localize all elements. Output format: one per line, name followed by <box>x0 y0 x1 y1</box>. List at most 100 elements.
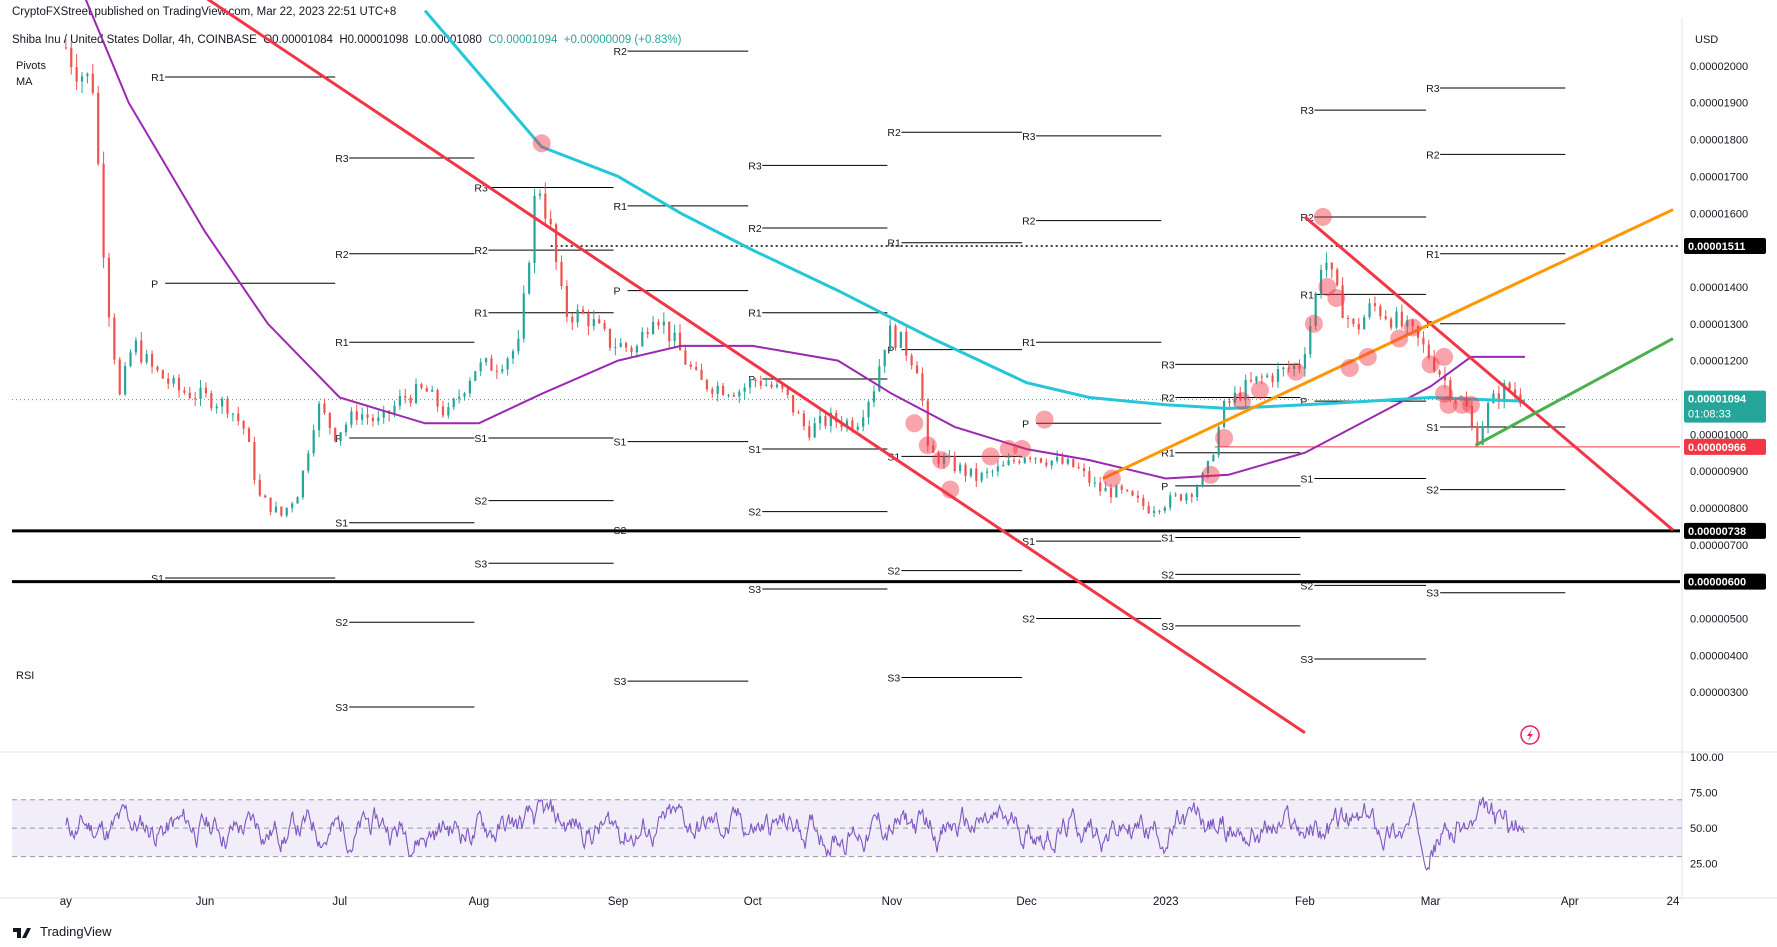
level-tag <box>1684 522 1766 539</box>
touch-marker <box>1233 392 1252 411</box>
candle-body <box>102 163 105 258</box>
pivot-label: P <box>151 278 158 290</box>
candle-body <box>953 456 956 472</box>
pivot-label: R1 <box>614 201 628 213</box>
candle-body <box>668 321 671 342</box>
candle-body <box>420 384 423 389</box>
candle-body <box>1018 461 1021 463</box>
candle-body <box>1099 482 1102 492</box>
candle-body <box>969 468 973 476</box>
pivots-indicator-label[interactable]: Pivots <box>16 60 46 72</box>
candle-body <box>528 262 531 294</box>
candle-body <box>339 432 342 442</box>
candle-body <box>1066 459 1069 464</box>
candle-body <box>1481 426 1484 445</box>
candle-body <box>581 309 585 314</box>
time-tick-label: Oct <box>744 896 763 908</box>
candle-body <box>942 456 946 464</box>
rsi-indicator-label[interactable]: RSI <box>16 670 35 682</box>
horizontal-levels <box>12 245 1680 584</box>
candle-body <box>474 371 477 381</box>
candle-body <box>872 391 876 403</box>
candle-body <box>926 400 929 446</box>
candle-body <box>1061 457 1064 464</box>
candle-body <box>1416 326 1420 338</box>
candle-body <box>1282 367 1285 370</box>
pivot-label: R2 <box>1161 392 1175 404</box>
candle-body <box>323 403 326 413</box>
candle-body <box>797 412 800 414</box>
touch-marker <box>999 440 1018 459</box>
pivot-label: P <box>1300 396 1307 408</box>
candle-body <box>328 412 331 428</box>
candle-body <box>625 343 628 348</box>
flash-icon[interactable] <box>1520 725 1540 745</box>
pivot-label: R1 <box>1300 289 1314 301</box>
candle-body <box>1109 487 1113 498</box>
candle-body <box>194 398 197 400</box>
candle-body <box>1352 318 1355 324</box>
pivot-label: R1 <box>1426 249 1440 261</box>
candle-body <box>544 193 547 219</box>
pivot-label: R2 <box>614 46 628 58</box>
touch-marker <box>1358 347 1377 366</box>
trendline <box>1102 208 1674 480</box>
candle-body <box>215 406 218 409</box>
tradingview-brand: TradingView <box>40 924 112 939</box>
candle-body <box>1384 316 1387 320</box>
candle-body <box>1368 303 1371 318</box>
candle-body <box>366 414 369 418</box>
candle-body <box>1497 393 1500 403</box>
candle-body <box>1433 357 1436 371</box>
symbol-legend[interactable]: Shiba Inu / United States Dollar, 4h, CO… <box>12 34 681 46</box>
candle-body <box>635 346 639 353</box>
ohlc-close: C0.00001094 <box>488 34 558 46</box>
price-tick-label: 0.00000500 <box>1690 614 1748 626</box>
time-tick-label: Nov <box>882 896 903 908</box>
pivot-label: R1 <box>748 308 762 320</box>
candle-body <box>1174 494 1177 496</box>
candle-body <box>959 464 962 472</box>
level-tag-label: 0.00000966 <box>1688 442 1746 454</box>
candle-body <box>1293 365 1296 370</box>
touch-marker <box>532 134 551 153</box>
candle-body <box>1492 393 1495 404</box>
candle-body <box>738 391 741 397</box>
publisher-header: CryptoFXStreet published on TradingView.… <box>12 6 397 18</box>
candle-body <box>608 328 612 348</box>
candle-body <box>732 394 735 397</box>
candle-body <box>517 338 520 352</box>
symbol-name[interactable]: Shiba Inu / United States Dollar, 4h, CO… <box>12 34 257 46</box>
candle-body <box>1093 482 1096 484</box>
touch-marker <box>1102 469 1121 488</box>
touch-marker <box>1435 384 1454 403</box>
candle-body <box>1029 457 1032 460</box>
pivot-label: P <box>614 286 621 298</box>
candle-body <box>107 257 111 318</box>
candle-body <box>307 453 310 471</box>
candle-body <box>867 402 870 418</box>
candle-body <box>425 388 428 392</box>
candle-body <box>538 193 542 196</box>
candle-body <box>280 506 283 516</box>
candle-body <box>199 387 202 399</box>
pivot-label: R2 <box>1022 216 1036 228</box>
touch-marker <box>941 480 960 499</box>
pivot-label: S3 <box>1300 654 1313 666</box>
ohlc-open: O0.00001084 <box>263 34 333 46</box>
level-tag <box>1684 438 1766 455</box>
price-tick-label: 0.00001900 <box>1690 98 1748 110</box>
candle-body <box>646 332 649 335</box>
candle-body <box>678 332 682 351</box>
touch-marker <box>1340 359 1359 377</box>
candle-body <box>1201 473 1204 487</box>
time-tick-label: Jul <box>332 896 347 908</box>
ma-indicator-label[interactable]: MA <box>16 76 33 88</box>
tradingview-footer[interactable]: TradingView <box>12 924 112 939</box>
candle-body <box>727 394 730 396</box>
candle-body <box>1314 294 1317 326</box>
pivot-label: R3 <box>1426 83 1440 95</box>
candle-body <box>1373 303 1377 307</box>
candle-body <box>1147 505 1150 514</box>
